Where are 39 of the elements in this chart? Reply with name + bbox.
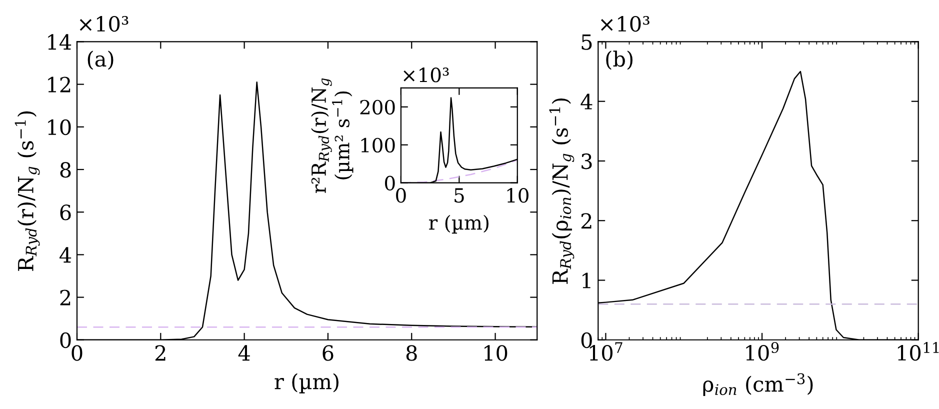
y-tick-label: 0 — [385, 176, 395, 190]
y-tick-label: 2 — [581, 213, 592, 229]
y-tick-label: 100 — [361, 138, 395, 153]
x-tick-label: 10 — [507, 188, 528, 203]
x-tick-label: 0 — [72, 345, 82, 361]
x-tick-label: 8 — [406, 345, 417, 361]
x-tick-label: 5 — [454, 188, 464, 203]
x-tick-label: 10$^{9}$ — [746, 342, 779, 361]
x-tick-label: 2 — [155, 345, 166, 361]
y-tick-label: 8 — [60, 162, 71, 178]
y-tick-label: 4 — [580, 94, 592, 110]
x-tick-label: 10$^{11}$ — [898, 342, 939, 361]
y-axis-title: R$_{Ryd}$(r)/N$_{g}$ (s$^{−1}$) — [14, 111, 40, 271]
annotation: (a) — [88, 50, 114, 70]
y-tick-label: 3 — [582, 153, 592, 170]
x-axis-title: r (µm) — [429, 214, 488, 234]
text: R$_{Ryd}$(ρ$_{ion}$)/N$_{g}$ (s$^{−1}$) — [549, 98, 574, 284]
y-tick-label: 14 — [48, 34, 72, 50]
y-tick-label: 12 — [48, 76, 70, 92]
y-tick-label: 10 — [48, 119, 71, 136]
y-tick-label: 2 — [60, 290, 70, 306]
y-tick-label: 0 — [60, 332, 71, 348]
y-tick-label: 1 — [582, 272, 590, 288]
y-tick-label: 0 — [581, 332, 592, 348]
y-tick-label: 200 — [360, 100, 395, 115]
x-axis-title: ρ$_{ion}$ (cm$^{−3}$) — [703, 373, 813, 396]
text: r²R$_{Ryd}$(r)/N$_{g}$ (µm² s$^{−1}$) — [311, 78, 354, 194]
x-tick-label: 4 — [238, 345, 250, 361]
x-tick-label: 10 — [484, 345, 508, 361]
x-tick-label: 0 — [396, 188, 406, 203]
y-tick-label: 4 — [60, 247, 72, 263]
x-axis-title: r (µm) — [274, 373, 338, 394]
annotation: ×10³ — [404, 68, 449, 82]
annotation: (b) — [606, 50, 632, 70]
text: ×10³ — [80, 16, 128, 32]
y-tick-label: 6 — [60, 204, 71, 220]
x-tick-label: 6 — [322, 345, 334, 361]
y-tick-label: 5 — [582, 34, 592, 50]
text: ×10³ — [601, 16, 650, 32]
